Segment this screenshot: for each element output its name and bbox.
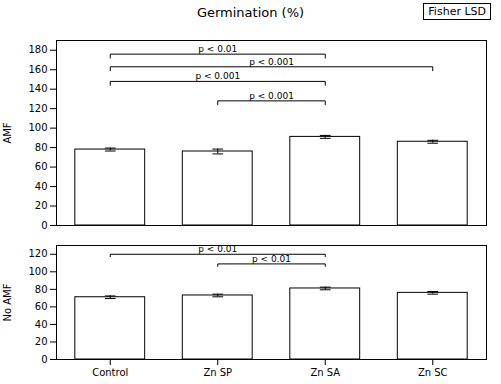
svg-text:180: 180 bbox=[28, 44, 47, 55]
svg-text:120: 120 bbox=[28, 103, 47, 114]
svg-text:No AMF: No AMF bbox=[2, 283, 13, 321]
svg-text:40: 40 bbox=[35, 181, 48, 192]
svg-text:60: 60 bbox=[35, 301, 48, 312]
svg-text:140: 140 bbox=[28, 83, 47, 94]
svg-text:160: 160 bbox=[28, 64, 47, 75]
html-text:Germination (%): Germination (%) bbox=[196, 5, 305, 20]
svg-text:20: 20 bbox=[35, 336, 48, 347]
svg-text:0: 0 bbox=[41, 354, 47, 365]
svg-text:Control: Control bbox=[92, 367, 128, 378]
svg-text:AMF: AMF bbox=[2, 122, 13, 143]
svg-text:Zn SA: Zn SA bbox=[310, 367, 340, 378]
html-text:Fisher LSD: Fisher LSD bbox=[428, 5, 486, 18]
svg-text:40: 40 bbox=[35, 319, 48, 330]
svg-text:20: 20 bbox=[35, 200, 48, 211]
svg-text:80: 80 bbox=[35, 284, 48, 295]
svg-text:0: 0 bbox=[41, 220, 47, 231]
svg-text:p < 0.01: p < 0.01 bbox=[198, 44, 237, 54]
svg-text:p < 0.001: p < 0.001 bbox=[249, 57, 294, 67]
svg-text:Zn SC: Zn SC bbox=[418, 367, 448, 378]
svg-text:p < 0.01: p < 0.01 bbox=[198, 244, 238, 255]
svg-text:120: 120 bbox=[28, 248, 47, 259]
svg-text:80: 80 bbox=[35, 142, 48, 153]
svg-text:60: 60 bbox=[35, 161, 48, 172]
svg-text:p < 0.01: p < 0.01 bbox=[252, 254, 291, 264]
svg-text:p < 0.001: p < 0.001 bbox=[195, 71, 240, 81]
svg-text:100: 100 bbox=[28, 266, 47, 277]
svg-text:p < 0.001: p < 0.001 bbox=[249, 91, 294, 101]
svg-text:Zn SP: Zn SP bbox=[203, 367, 232, 378]
svg-text:100: 100 bbox=[28, 122, 47, 133]
